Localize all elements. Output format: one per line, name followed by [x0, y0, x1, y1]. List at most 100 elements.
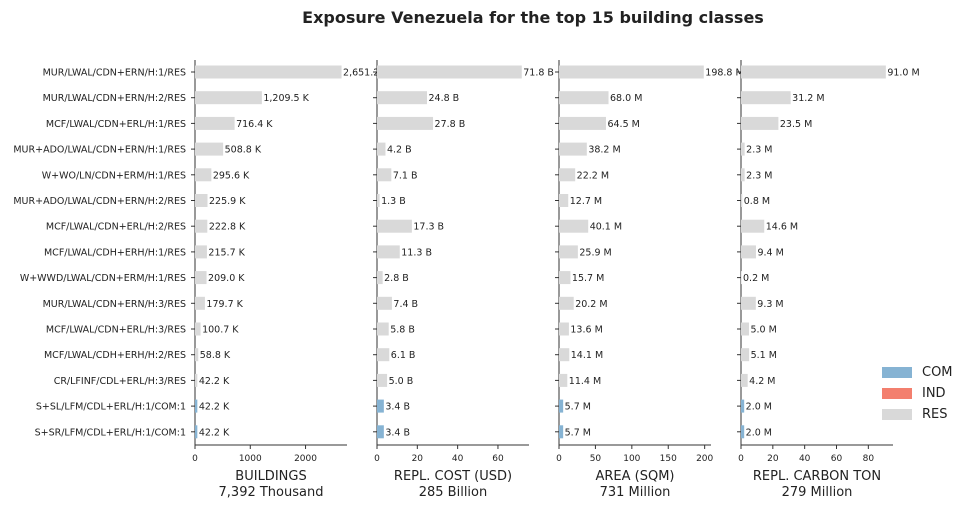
x-tick-label: 2000: [294, 454, 317, 464]
data-label: 11.3 B: [401, 247, 432, 258]
legend-label-com: COM: [922, 365, 953, 380]
legend-item-com: COM: [882, 362, 953, 383]
bar: [377, 348, 390, 362]
bar: [741, 425, 745, 439]
category-label: MUR/LWAL/CDN+ERN/H:3/RES: [43, 299, 186, 310]
bar: [195, 219, 208, 233]
chart-title: Exposure Venezuela for the top 15 buildi…: [302, 8, 764, 27]
panel-repl-cost-xlabel: REPL. COST (USD): [393, 469, 513, 484]
bar: [195, 65, 342, 79]
bar: [559, 348, 570, 362]
category-label: S+SL/LFM/CDL+ERL/H:1/COM:1: [36, 402, 186, 413]
data-label: 5.7 M: [565, 427, 591, 438]
data-label: 5.1 M: [751, 350, 777, 361]
data-label: 20.2 M: [575, 299, 607, 310]
x-tick-label: 0: [374, 454, 380, 464]
data-label: 42.2 K: [199, 376, 230, 387]
category-label: S+SR/LFM/CDL+ERL/H:1/COM:1: [35, 427, 186, 438]
panel-area-xlabel: AREA (SQM): [595, 469, 675, 484]
category-label: MCF/LWAL/CDH+ERH/H:2/RES: [44, 350, 186, 361]
data-label: 42.2 K: [199, 402, 230, 413]
data-label: 5.0 B: [389, 376, 414, 387]
x-tick-label: 1000: [239, 454, 262, 464]
data-label: 64.5 M: [607, 119, 639, 130]
panel-area-total: 731 Million: [599, 485, 671, 500]
category-label: MCF/LWAL/CDN+ERL/H:1/RES: [46, 119, 186, 130]
data-label: 2.0 M: [746, 402, 772, 413]
bar: [377, 219, 412, 233]
data-label: 209.0 K: [208, 273, 245, 284]
x-tick-label: 100: [623, 454, 640, 464]
legend-swatch-com: [882, 367, 912, 378]
data-label: 2.3 M: [746, 170, 772, 181]
bar: [741, 399, 745, 413]
bar: [377, 91, 427, 105]
bar: [741, 271, 742, 285]
bar: [195, 425, 198, 439]
bar: [377, 399, 384, 413]
bar: [559, 245, 578, 259]
bar: [559, 425, 564, 439]
bar: [741, 245, 756, 259]
bar: [741, 373, 748, 387]
x-tick-label: 20: [412, 454, 424, 464]
data-label: 40.1 M: [590, 222, 622, 233]
data-label: 508.8 K: [225, 145, 262, 156]
category-label: W+WO/LN/CDN+ERM/H:1/RES: [42, 170, 186, 181]
legend-label-res: RES: [922, 407, 948, 422]
data-label: 9.3 M: [757, 299, 783, 310]
category-label: MUR/LWAL/CDN+ERN/H:2/RES: [43, 93, 186, 104]
data-label: 25.9 M: [579, 247, 611, 258]
bar: [741, 296, 756, 310]
data-label: 17.3 B: [413, 222, 444, 233]
data-label: 0.8 M: [744, 196, 770, 207]
bar: [559, 271, 571, 285]
bar: [741, 348, 750, 362]
category-label: W+WWD/LWAL/CDN+ERM/H:1/RES: [20, 273, 186, 284]
bar: [377, 142, 386, 156]
panel-carbon-total: 279 Million: [781, 485, 853, 500]
data-label: 68.0 M: [610, 93, 642, 104]
data-label: 3.4 B: [385, 402, 410, 413]
panel-carbon-footer: REPL. CARBON TON 279 Million: [732, 469, 902, 501]
bar: [377, 425, 384, 439]
x-tick-label: 0: [556, 454, 562, 464]
bar: [377, 271, 383, 285]
data-label: 11.4 M: [569, 376, 601, 387]
bar: [559, 322, 569, 336]
bar: [559, 219, 589, 233]
x-tick-label: 200: [696, 454, 713, 464]
category-label: MCF/LWAL/CDN+ERL/H:3/RES: [46, 325, 186, 336]
data-label: 7.4 B: [393, 299, 418, 310]
category-label: MCF/LWAL/CDN+ERL/H:2/RES: [46, 222, 186, 233]
legend-swatch-ind: [882, 388, 912, 399]
data-label: 179.7 K: [206, 299, 243, 310]
x-tick-label: 20: [767, 454, 779, 464]
data-label: 716.4 K: [236, 119, 273, 130]
bar: [195, 116, 235, 130]
data-label: 15.7 M: [572, 273, 604, 284]
bar: [559, 168, 576, 182]
data-label: 2.8 B: [384, 273, 409, 284]
data-label: 13.6 M: [570, 325, 602, 336]
legend-swatch-res: [882, 409, 912, 420]
data-label: 23.5 M: [780, 119, 812, 130]
data-label: 5.7 M: [565, 402, 591, 413]
x-tick-label: 60: [831, 454, 843, 464]
data-label: 31.2 M: [792, 93, 824, 104]
data-label: 4.2 B: [387, 145, 412, 156]
bar: [741, 194, 743, 207]
x-tick-label: 0: [738, 454, 744, 464]
bar: [741, 142, 745, 156]
bar: [741, 322, 749, 336]
data-label: 2.0 M: [746, 427, 772, 438]
bar: [377, 194, 380, 207]
bar: [195, 271, 207, 285]
x-tick-label: 80: [863, 454, 875, 464]
x-tick-label: 40: [799, 454, 811, 464]
x-tick-label: 40: [452, 454, 464, 464]
bar: [195, 194, 208, 207]
data-label: 91.0 M: [887, 68, 919, 79]
bar: [559, 296, 574, 310]
